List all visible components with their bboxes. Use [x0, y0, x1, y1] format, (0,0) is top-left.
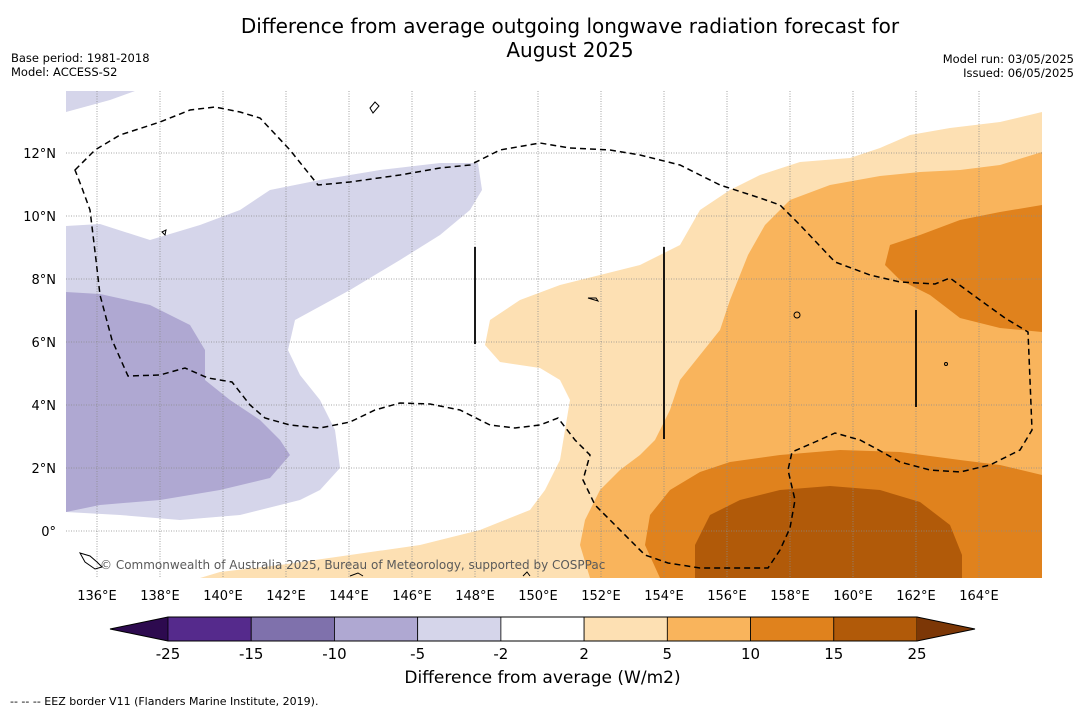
- longitude-label: 154°E: [644, 589, 684, 604]
- colorbar-segment: [750, 616, 835, 642]
- eez-border-palau-fsm-west: [74, 106, 1033, 569]
- latitude-label: 10°N: [23, 210, 56, 225]
- longitude-label: 144°E: [329, 589, 369, 604]
- island-outlines: [78, 101, 948, 577]
- longitude-label: 162°E: [896, 589, 936, 604]
- latitude-label: 4°N: [32, 399, 57, 414]
- colorbar-segment: [167, 616, 252, 642]
- latitude-label: 2°N: [32, 462, 57, 477]
- colorbar-tick-label: 5: [663, 645, 673, 663]
- colorbar-tick-label: -15: [239, 645, 264, 663]
- longitude-label: 158°E: [770, 589, 810, 604]
- longitude-label: 140°E: [203, 589, 243, 604]
- colorbar-over-arrow: [917, 617, 975, 641]
- title-line-2: August 2025: [506, 38, 634, 62]
- colorbar-segment: [500, 616, 585, 642]
- colorbar-segment: [583, 616, 668, 642]
- longitude-label: 152°E: [581, 589, 621, 604]
- colorbar-tick-label: 15: [824, 645, 843, 663]
- colorbar-tick-label: -5: [410, 645, 425, 663]
- longitude-label: 150°E: [518, 589, 558, 604]
- colorbar-segment: [334, 616, 419, 642]
- anomaly-region-10-to-15: [645, 205, 1042, 578]
- colorbar-tick-label: -25: [156, 645, 181, 663]
- eez-legend-note: -- -- -- EEZ border V11 (Flanders Marine…: [10, 695, 319, 708]
- anomaly-region-minus10-to-minus5: [66, 292, 290, 512]
- colorbar-tick-labels: -25 -15 -10 -5 -2 2 5 10 15 25: [156, 645, 927, 663]
- colorbar: -25 -15 -10 -5 -2 2 5 10 15 25: [109, 616, 976, 663]
- colorbar-tick-label: 10: [741, 645, 760, 663]
- latitude-label: 0°: [41, 525, 56, 540]
- longitude-label: 148°E: [455, 589, 495, 604]
- issued-date: Issued: 06/05/2025: [963, 66, 1074, 80]
- longitude-labels: 136°E 138°E 140°E 142°E 144°E 146°E 148°E 150°E…: [77, 589, 999, 604]
- colorbar-tick-label: -10: [322, 645, 347, 663]
- anomaly-fill-layer: [66, 91, 1042, 578]
- boundary-lines: [474, 247, 917, 439]
- longitude-label: 138°E: [140, 589, 180, 604]
- colorbar-segment: [666, 616, 751, 642]
- model-info: Base period: 1981-2018 Model: ACCESS-S2: [11, 51, 150, 79]
- colorbar-under-arrow: [110, 617, 168, 641]
- colorbar-segments: [167, 616, 918, 642]
- latitude-label: 8°N: [32, 273, 57, 288]
- eez-borders: [74, 106, 1033, 569]
- copyright-notice: © Commonwealth of Australia 2025, Bureau…: [100, 558, 605, 572]
- longitude-label: 142°E: [266, 589, 306, 604]
- latitude-labels: 12°N 10°N 8°N 6°N 4°N 2°N 0°: [23, 147, 56, 540]
- model-run: Model run: 03/05/2025: [942, 52, 1074, 66]
- map-title: Difference from average outgoing longwav…: [150, 14, 990, 62]
- longitude-label: 164°E: [959, 589, 999, 604]
- run-info: Model run: 03/05/2025 Issued: 06/05/2025: [943, 52, 1074, 80]
- anomaly-region-15-to-25: [695, 486, 962, 578]
- colorbar-segment: [417, 616, 502, 642]
- map-gridlines: [66, 91, 1042, 578]
- colorbar-segment: [833, 616, 918, 642]
- model-name: Model: ACCESS-S2: [11, 65, 118, 79]
- colorbar-title: Difference from average (W/m2): [404, 668, 681, 688]
- colorbar-tick-label: 25: [907, 645, 926, 663]
- base-period: Base period: 1981-2018: [11, 51, 150, 65]
- longitude-label: 156°E: [707, 589, 747, 604]
- longitude-label: 160°E: [833, 589, 873, 604]
- latitude-label: 6°N: [32, 336, 57, 351]
- colorbar-segment: [250, 616, 335, 642]
- longitude-label: 146°E: [392, 589, 432, 604]
- latitude-label: 12°N: [23, 147, 56, 162]
- colorbar-tick-label: -2: [493, 645, 508, 663]
- longitude-label: 136°E: [77, 589, 117, 604]
- colorbar-tick-label: 2: [579, 645, 589, 663]
- title-line-1: Difference from average outgoing longwav…: [240, 14, 900, 38]
